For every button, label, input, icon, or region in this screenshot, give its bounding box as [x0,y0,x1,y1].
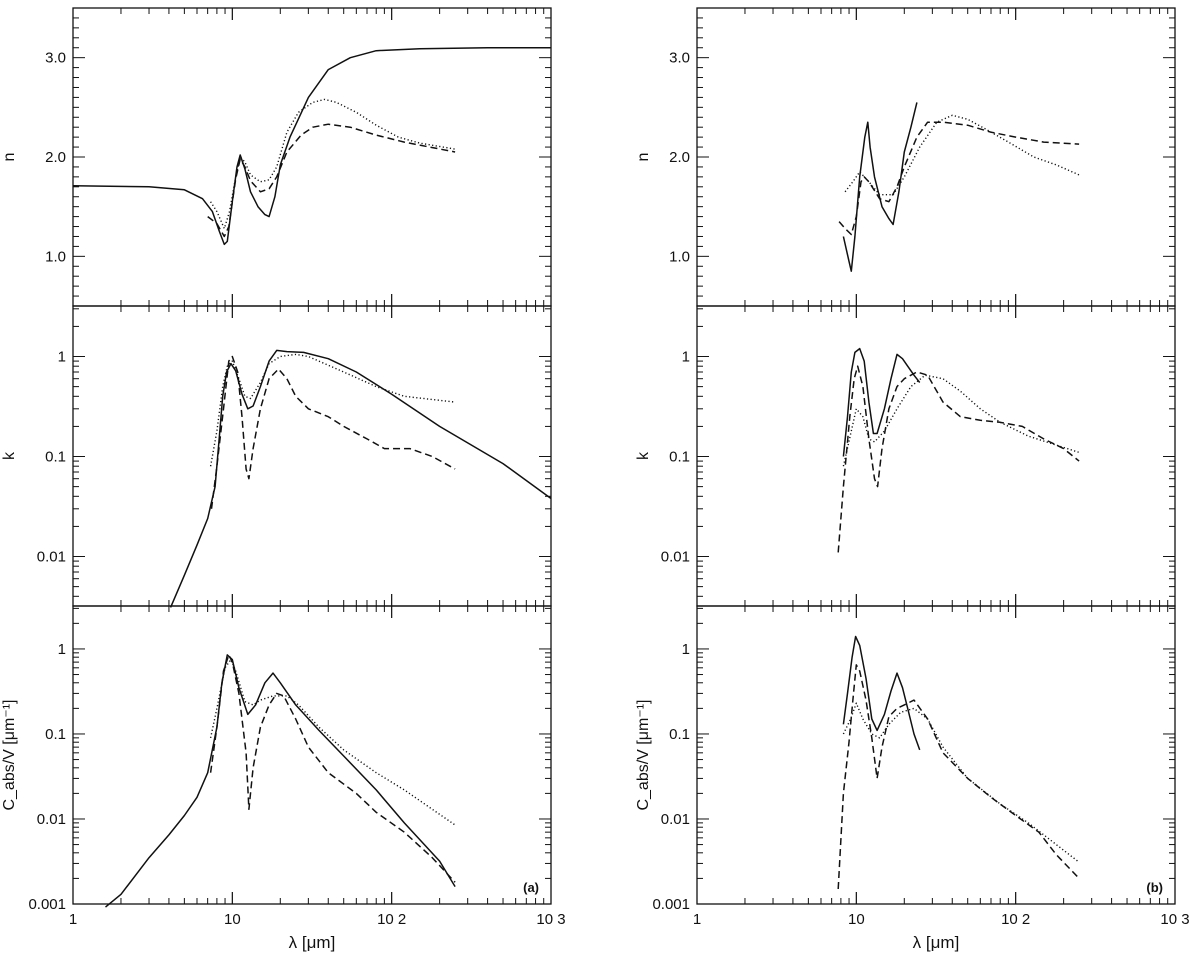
series-line-dashed [209,654,456,883]
x-tick-label: 1 [69,911,77,928]
y-tick-label: 0.01 [661,811,690,828]
subplot-n: 1.0 2.0 3.0 n [635,7,1176,307]
y-tick-label: 2.0 [45,149,66,166]
series-line-solid [72,46,551,246]
y-axis-label: k [1,451,18,460]
y-axis-label: C_abs/V [μm⁻¹] [1,699,18,810]
series-line-dashed [838,121,1080,236]
subplot-cabs: 0.001 0.01 0.1 1 C_abs/V [μm⁻¹] [1,605,552,913]
series-line-solid [169,349,552,608]
subplot-frame [72,7,552,307]
series-line-dotted [209,658,456,826]
y-tick-label: 0.1 [669,449,690,466]
subplot-k: 0.01 0.1 1 k [635,305,1176,607]
y-axis-label: n [635,153,652,162]
x-tick-label: 10 2 [1001,911,1030,928]
series-line-solid [842,347,921,457]
subplot-n: 1.0 2.0 3.0 n [1,7,552,307]
series-line-dashed [207,123,456,238]
subplot-frame [696,305,1176,607]
series-line-dotted [209,353,456,467]
series-line-dotted [842,374,1080,467]
panel-label: (a) [523,880,539,895]
y-tick-label: 0.01 [37,549,66,566]
y-tick-label: 1.0 [669,248,690,265]
y-tick-label: 1 [682,641,690,658]
series-line-dashed [210,355,456,509]
x-tick-label: 1 [693,911,701,928]
series-line-dashed [837,664,1080,890]
subplot-k: 0.01 0.1 1 k [1,305,552,608]
y-tick-label: 1 [58,349,66,366]
series-line-solid [842,102,918,272]
y-tick-label: 0.01 [37,811,66,828]
y-axis-label: n [1,153,18,162]
x-axis-label: λ [μm] [289,933,336,952]
y-axis-label: C_abs/V [μm⁻¹] [635,699,652,810]
y-tick-label: 0.1 [669,726,690,743]
y-tick-label: 1 [58,641,66,658]
x-tick-label: 10 3 [536,911,565,928]
subplot-frame [72,305,552,607]
subplot-frame [696,605,1176,905]
y-tick-label: 0.01 [661,549,690,566]
y-tick-label: 1.0 [45,248,66,265]
subplot-frame [72,605,552,905]
series-line-dotted [210,98,456,230]
panel-a: 1.0 2.0 3.0 n 0.01 0.1 1 k 0.001 0.01 0.1 1 C_abs/V … [1,7,566,952]
x-tick-label: 10 [224,911,241,928]
x-axis-label: λ [μm] [913,933,960,952]
subplot-frame [696,7,1176,307]
y-tick-label: 0.1 [45,449,66,466]
subplot-cabs: 0.001 0.01 0.1 1 C_abs/V [μm⁻¹] [635,605,1176,913]
y-tick-label: 2.0 [669,149,690,166]
series-line-dashed [837,365,1080,553]
series-line-dotted [844,114,1080,196]
panel-label: (b) [1146,880,1163,895]
series-line-solid [842,635,921,751]
x-tick-label: 10 3 [1160,911,1189,928]
y-tick-label: 3.0 [45,50,66,67]
y-tick-label: 0.001 [28,896,66,913]
x-tick-label: 10 [848,911,865,928]
panel-b: 1.0 2.0 3.0 n 0.01 0.1 1 k 0.001 0.01 0.1 1 C_abs/V … [635,7,1190,952]
x-tick-label: 10 2 [377,911,406,928]
y-tick-label: 3.0 [669,50,690,67]
y-tick-label: 1 [682,349,690,366]
y-tick-label: 0.001 [652,896,690,913]
y-tick-label: 0.1 [45,726,66,743]
series-line-solid [105,654,456,908]
y-axis-label: k [635,451,652,460]
